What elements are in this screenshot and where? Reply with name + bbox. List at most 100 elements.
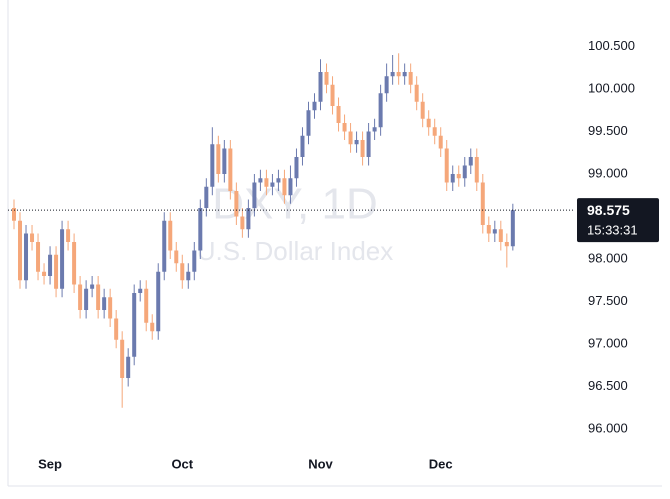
candle-body [114, 318, 119, 340]
candle-body [150, 322, 155, 332]
y-tick-label: 99.000 [588, 165, 628, 180]
candle-body [90, 284, 95, 289]
candle-body [426, 118, 431, 128]
candle-body [96, 284, 101, 311]
candle-body [156, 271, 161, 332]
candle-body [198, 207, 203, 251]
candle-body [12, 207, 16, 221]
candle-body [270, 182, 275, 187]
candle-body [360, 139, 365, 157]
candle-body [186, 271, 191, 281]
candle-body [30, 233, 35, 243]
candle-body [312, 101, 317, 111]
candle-body [60, 229, 65, 289]
candle-body [444, 148, 449, 183]
y-tick-label: 96.000 [588, 420, 628, 435]
candle-body [264, 178, 269, 187]
candle-body [138, 288, 143, 294]
candle-body [510, 210, 515, 247]
candle-body [48, 254, 53, 277]
y-tick-label: 100.000 [588, 80, 635, 95]
candle-body [216, 144, 221, 174]
last-price-label: 98.575 [587, 202, 630, 218]
candle-body [228, 148, 233, 191]
candle-body [204, 186, 209, 208]
watermark-title: DXY, 1D [212, 180, 378, 229]
candle-body [390, 71, 395, 77]
y-tick-label: 97.500 [588, 293, 628, 308]
candle-body [258, 178, 263, 183]
candle-body [342, 122, 347, 132]
y-tick-label: 96.500 [588, 378, 628, 393]
y-tick-label: 99.500 [588, 123, 628, 138]
candle-body [408, 71, 413, 85]
candle-body [132, 293, 137, 357]
candle-body [240, 216, 245, 230]
candle-body [144, 288, 149, 323]
candle-body [174, 250, 179, 264]
candle-body [396, 71, 401, 77]
candle-body [108, 297, 113, 319]
candle-body [300, 135, 305, 157]
candle-body [18, 220, 23, 281]
candle-body [486, 225, 491, 234]
candle-body [222, 148, 227, 174]
candle-body [324, 71, 329, 85]
x-tick-label: Nov [308, 456, 333, 471]
candle-body [468, 156, 473, 166]
candle-body [168, 220, 173, 251]
candle-body [372, 127, 377, 132]
candle-body [336, 105, 341, 123]
candle-body [180, 263, 185, 281]
candle-body [276, 178, 281, 183]
candle-body [120, 339, 125, 379]
x-tick-label: Oct [171, 456, 193, 471]
y-tick-label: 98.000 [588, 250, 628, 265]
candle-body [78, 284, 83, 311]
x-tick-label: Sep [38, 456, 62, 471]
candle-body [36, 242, 41, 272]
candle-body [432, 127, 437, 136]
candle-body [192, 250, 197, 272]
candle-body [252, 182, 257, 208]
candle-body [420, 101, 425, 119]
candle-body [24, 233, 29, 281]
candle-body [378, 93, 383, 128]
watermark-subtitle: U.S. Dollar Index [197, 236, 394, 266]
x-tick-label: Dec [429, 456, 453, 471]
candle-body [438, 135, 443, 149]
candle-body [54, 254, 59, 289]
candle-body [282, 178, 287, 196]
countdown-label: 15:33:31 [587, 223, 638, 238]
candle-body [474, 156, 479, 183]
candle-body [414, 84, 419, 102]
candle-body [480, 182, 485, 225]
candle-body [234, 190, 239, 217]
candle-body [66, 229, 71, 243]
candle-body [72, 242, 77, 285]
candle-body [384, 76, 389, 94]
candle-body [492, 229, 497, 234]
y-tick-label: 97.000 [588, 335, 628, 350]
candle-body [42, 271, 47, 277]
candle-body [498, 229, 503, 243]
candle-body [84, 288, 89, 311]
y-tick-label: 100.500 [588, 38, 635, 53]
candle-body [306, 110, 311, 136]
candle-body [294, 156, 299, 179]
last-price-box [577, 198, 659, 243]
candle-body [102, 297, 107, 311]
candle-body [450, 173, 455, 183]
candle-body [354, 139, 359, 145]
candle-body [348, 131, 353, 145]
candle-body [126, 356, 131, 379]
candle-body [162, 220, 167, 272]
candle-body [318, 71, 323, 102]
candle-body [246, 207, 251, 230]
candle-body [462, 165, 467, 179]
candle-body [402, 71, 407, 77]
candle-body [210, 144, 215, 187]
candle-body [366, 131, 371, 157]
